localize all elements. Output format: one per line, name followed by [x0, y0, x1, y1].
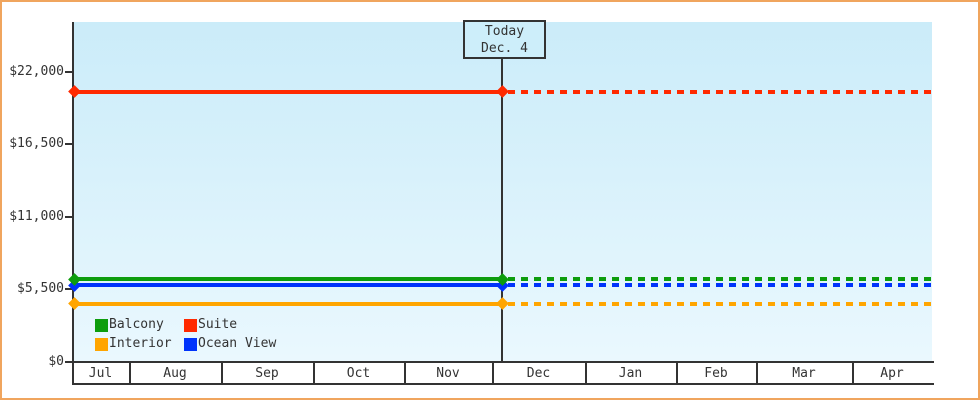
today-vertical-line [501, 57, 503, 361]
y-axis-tick [65, 70, 72, 73]
legend-item-suite: Suite [184, 317, 237, 333]
y-axis-tick [65, 288, 72, 291]
legend-swatch-icon [184, 337, 197, 351]
x-axis-divider [221, 361, 223, 385]
x-axis-divider [492, 361, 494, 385]
legend-item-label: Balcony [109, 317, 164, 332]
legend-item-label: Interior [109, 336, 172, 351]
x-axis-divider [129, 361, 131, 385]
series-line-solid-suite [74, 89, 502, 94]
legend-swatch-icon [95, 318, 108, 332]
series-line-solid-ocean-view [74, 283, 502, 288]
legend-item-label: Ocean View [198, 336, 277, 351]
series-line-solid-balcony [74, 277, 502, 282]
y-axis-tick-label: $5,500 [17, 281, 64, 297]
today-label-line2: Dec. 4 [481, 41, 528, 56]
x-axis-divider [676, 361, 678, 385]
y-axis-line [72, 22, 74, 385]
today-label-line1: Today [484, 24, 525, 39]
x-axis-month-label: Jul [88, 366, 113, 381]
series-line-dashed-suite [508, 89, 932, 94]
x-axis-bottom-line [72, 383, 934, 385]
x-axis-divider [404, 361, 406, 385]
y-axis-tick-label: $11,000 [9, 208, 64, 224]
x-axis-divider [852, 361, 854, 385]
legend-item-balcony: Balcony [95, 317, 164, 333]
x-axis-month-label: Jan [618, 366, 643, 381]
x-axis-divider [756, 361, 758, 385]
y-axis-tick-label: $0 [48, 353, 64, 369]
y-axis-tick [65, 215, 72, 218]
x-axis-month-label: Apr [880, 366, 904, 381]
legend-swatch-icon [95, 337, 108, 351]
y-axis-tick [65, 360, 72, 363]
legend-item-interior: Interior [95, 336, 172, 352]
x-axis-month-label: Aug [163, 366, 187, 381]
x-axis-divider [313, 361, 315, 385]
legend-item-label: Suite [198, 317, 238, 332]
series-line-dashed-ocean-view [508, 283, 932, 288]
legend-item-ocean-view: Ocean View [184, 336, 276, 352]
x-axis-top-line [72, 361, 934, 363]
x-axis-month-label: Feb [704, 366, 728, 381]
legend-swatch-icon [184, 318, 197, 332]
y-axis-tick-label: $16,500 [9, 136, 64, 152]
x-axis-month-label: Nov [436, 366, 460, 381]
plot-area [74, 22, 932, 361]
y-axis-tick [65, 143, 72, 146]
x-axis-month-label: Oct [346, 366, 371, 381]
series-line-dashed-interior [508, 301, 932, 306]
x-axis-month-label: Mar [792, 366, 816, 381]
series-line-solid-interior [74, 301, 502, 306]
today-label-box: Today Dec. 4 [463, 20, 546, 59]
x-axis-month-label: Sep [255, 366, 279, 381]
x-axis-month-label: Dec [526, 366, 551, 381]
x-axis-divider [585, 361, 587, 385]
series-line-dashed-balcony [508, 277, 932, 282]
y-axis-tick-label: $22,000 [9, 63, 64, 79]
